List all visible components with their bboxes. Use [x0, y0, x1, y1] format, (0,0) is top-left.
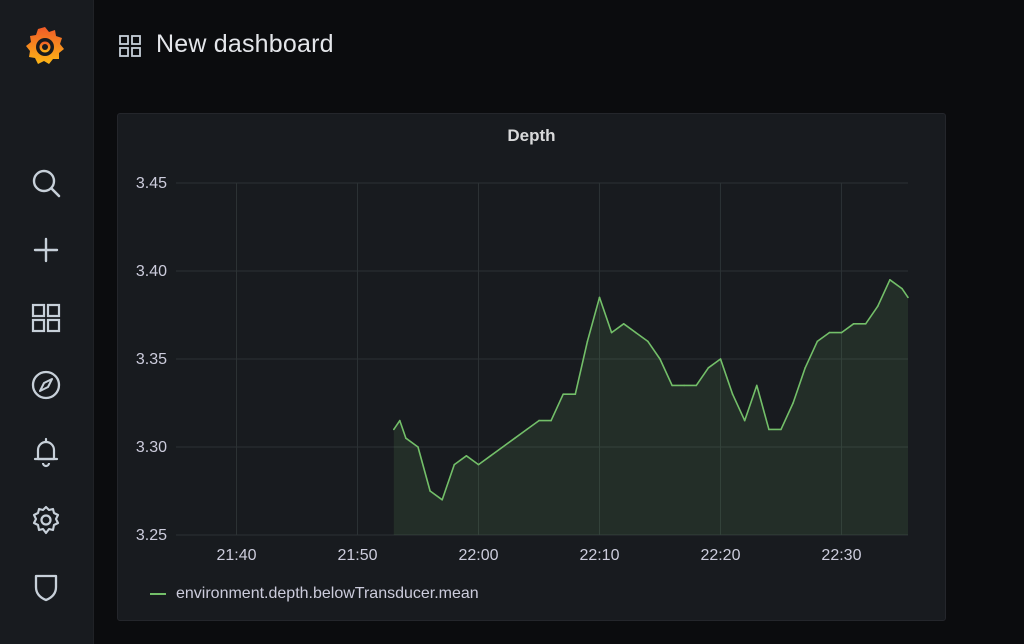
dashboard-title[interactable]: New dashboard	[156, 30, 334, 58]
x-tick-label: 21:40	[216, 547, 256, 564]
data-point	[731, 393, 734, 396]
dashboards-icon[interactable]	[28, 300, 64, 336]
server-admin-shield-icon[interactable]	[28, 569, 64, 605]
data-point	[610, 331, 613, 334]
data-point	[477, 463, 480, 466]
data-point	[405, 437, 407, 440]
data-point	[671, 384, 673, 387]
data-point	[429, 490, 431, 492]
y-tick-label: 3.25	[136, 527, 167, 544]
data-point	[816, 340, 819, 343]
data-point	[586, 340, 589, 343]
data-point	[840, 331, 843, 334]
data-point	[876, 305, 879, 307]
data-point	[647, 340, 649, 343]
search-icon[interactable]	[28, 165, 64, 201]
data-point	[683, 384, 685, 387]
data-point	[465, 455, 468, 457]
data-point	[852, 323, 855, 325]
data-point	[417, 446, 419, 448]
legend-series-name[interactable]: environment.depth.belowTransducer.mean	[176, 585, 479, 602]
data-point	[550, 419, 552, 422]
data-point	[526, 428, 528, 431]
data-point	[453, 463, 456, 466]
data-point	[489, 455, 492, 457]
data-point	[695, 384, 698, 387]
data-point	[574, 393, 577, 396]
data-point	[707, 367, 710, 369]
data-point	[562, 393, 564, 396]
depth-chart[interactable]: 3.45 3.40 3.35 3.30 3.25 21:40 21:50 22:00 22:10…	[117, 113, 946, 621]
data-point	[804, 367, 806, 369]
data-point	[598, 296, 601, 299]
y-tick-label: 3.35	[136, 351, 167, 368]
data-point	[399, 419, 401, 422]
data-point	[792, 402, 794, 404]
data-point	[719, 358, 722, 360]
data-point	[828, 331, 831, 334]
data-point	[659, 358, 661, 360]
x-tick-label: 22:30	[821, 547, 861, 564]
data-point	[392, 428, 395, 431]
data-point	[743, 419, 746, 422]
series-area-fill	[393, 279, 908, 535]
data-point	[889, 279, 891, 281]
explore-compass-icon[interactable]	[28, 367, 64, 403]
data-point	[441, 499, 443, 501]
x-tick-label: 21:50	[337, 547, 377, 564]
chart-legend[interactable]: environment.depth.belowTransducer.mean	[150, 585, 479, 603]
data-point	[901, 287, 903, 290]
data-point	[755, 384, 758, 387]
sidebar	[0, 0, 94, 644]
panel-title[interactable]: Depth	[507, 126, 556, 145]
legend-swatch	[150, 593, 166, 595]
alerting-bell-icon[interactable]	[28, 434, 64, 470]
y-tick-label: 3.45	[136, 175, 167, 192]
data-point	[634, 331, 637, 334]
data-point	[622, 323, 625, 325]
graph-panel[interactable]: Depth	[117, 113, 946, 621]
y-tick-label: 3.40	[136, 263, 167, 280]
configuration-gear-icon[interactable]	[28, 502, 64, 538]
dashboard-navbar: New dashboard	[94, 0, 1024, 92]
data-point	[501, 446, 504, 448]
data-point	[780, 428, 782, 431]
data-point	[864, 323, 867, 325]
y-tick-label: 3.30	[136, 439, 167, 456]
dashboard-grid-icon	[119, 35, 141, 57]
x-tick-label: 22:10	[579, 547, 619, 564]
data-point	[513, 437, 516, 440]
grafana-logo-icon[interactable]	[23, 24, 67, 68]
x-tick-label: 22:00	[458, 547, 498, 564]
plus-icon[interactable]	[28, 232, 64, 268]
data-point	[538, 419, 540, 422]
data-point	[907, 296, 909, 299]
x-tick-label: 22:20	[700, 547, 740, 564]
data-point	[768, 428, 770, 431]
